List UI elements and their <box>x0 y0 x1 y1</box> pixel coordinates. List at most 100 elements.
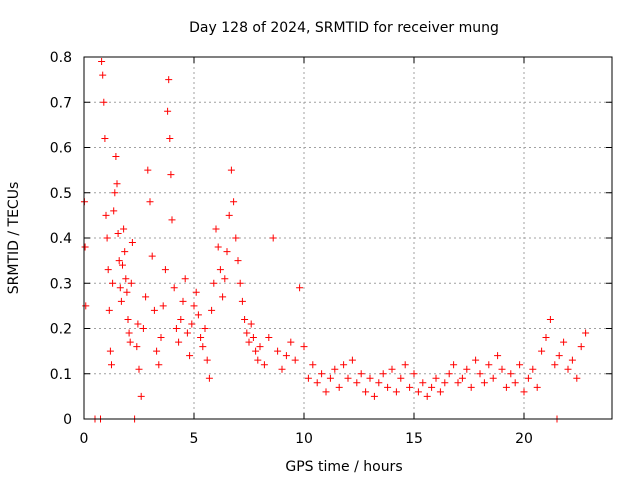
data-point <box>282 352 290 360</box>
data-point <box>375 379 383 387</box>
data-point <box>166 134 174 142</box>
data-point <box>105 306 113 314</box>
data-point <box>225 211 233 219</box>
data-point <box>126 338 134 346</box>
data-point <box>538 347 546 355</box>
data-point <box>269 234 277 242</box>
data-point <box>116 284 124 292</box>
data-point <box>260 361 268 369</box>
data-point <box>134 320 142 328</box>
x-axis-label: GPS time / hours <box>285 459 402 475</box>
data-point <box>146 198 154 206</box>
data-point <box>249 334 257 342</box>
chart-title: Day 128 of 2024, SRMTID for receiver mun… <box>189 20 499 36</box>
x-tick-label: 5 <box>190 431 199 447</box>
data-point <box>392 388 400 396</box>
data-point <box>234 257 242 265</box>
y-tick-label: 0.5 <box>50 186 72 202</box>
data-point <box>159 302 167 310</box>
data-point <box>529 365 537 373</box>
y-axis: 0 0.1 0.2 0.3 0.4 0.5 0.6 0.7 0.8 <box>50 50 612 428</box>
data-point <box>335 383 343 391</box>
data-point <box>498 365 506 373</box>
data-point <box>99 71 107 79</box>
data-point <box>489 374 497 382</box>
y-tick-label: 0 <box>63 412 72 428</box>
data-point <box>103 234 111 242</box>
data-point <box>186 352 194 360</box>
data-point <box>121 248 129 256</box>
data-point <box>476 370 484 378</box>
data-point <box>177 315 185 323</box>
data-point <box>167 171 175 179</box>
data-point <box>179 297 187 305</box>
data-point <box>236 279 244 287</box>
data-point <box>155 361 163 369</box>
data-point <box>533 383 541 391</box>
data-point <box>252 347 260 355</box>
data-point <box>423 392 431 400</box>
data-point <box>309 361 317 369</box>
x-tick-label: 15 <box>405 431 423 447</box>
data-point <box>168 216 176 224</box>
data-point <box>127 279 135 287</box>
data-point <box>256 343 264 351</box>
data-point <box>366 374 374 382</box>
x-tick-label: 0 <box>80 431 89 447</box>
data-point <box>254 356 262 364</box>
data-point <box>247 320 255 328</box>
data-point <box>516 361 524 369</box>
data-point <box>170 284 178 292</box>
data-point <box>164 107 172 115</box>
data-point <box>190 302 198 310</box>
data-point <box>188 320 196 328</box>
data-point <box>458 374 466 382</box>
data-point <box>221 275 229 283</box>
data-point <box>230 198 238 206</box>
data-point <box>203 356 211 364</box>
data-point <box>436 388 444 396</box>
data-point <box>573 374 581 382</box>
data-point <box>485 361 493 369</box>
data-point <box>340 361 348 369</box>
data-point <box>555 352 563 360</box>
y-tick-label: 0.4 <box>50 231 72 247</box>
data-point <box>104 266 112 274</box>
data-point <box>432 374 440 382</box>
data-point <box>148 252 156 260</box>
x-axis: 0 5 10 15 20 <box>80 57 533 447</box>
data-point <box>348 356 356 364</box>
x-tick-label: 20 <box>515 431 533 447</box>
data-point <box>326 374 334 382</box>
data-point <box>161 266 169 274</box>
y-axis-label: SRMTID / TECUs <box>6 182 22 295</box>
data-point <box>577 343 585 351</box>
data-point <box>450 361 458 369</box>
data-point <box>384 383 392 391</box>
data-point <box>123 288 131 296</box>
data-point <box>428 383 436 391</box>
data-point <box>194 311 202 319</box>
data-point <box>82 302 90 310</box>
data-point <box>172 325 180 332</box>
data-point <box>291 356 299 364</box>
data-point <box>98 58 106 66</box>
data-point <box>357 370 365 378</box>
y-tick-label: 0.2 <box>50 322 72 338</box>
data-point <box>265 334 273 342</box>
data-point <box>560 338 568 346</box>
data-point <box>100 98 108 106</box>
data-point <box>124 315 132 323</box>
data-point <box>201 325 209 332</box>
data-point <box>388 365 396 373</box>
data-point <box>546 315 554 323</box>
data-point <box>212 225 220 233</box>
data-point <box>467 383 475 391</box>
data-point <box>344 374 352 382</box>
data-point <box>108 361 115 369</box>
y-tick-label: 0.8 <box>50 50 72 66</box>
data-point <box>419 379 427 387</box>
data-point <box>181 275 189 283</box>
data-point <box>331 365 339 373</box>
y-tick-label: 0.6 <box>50 141 72 157</box>
